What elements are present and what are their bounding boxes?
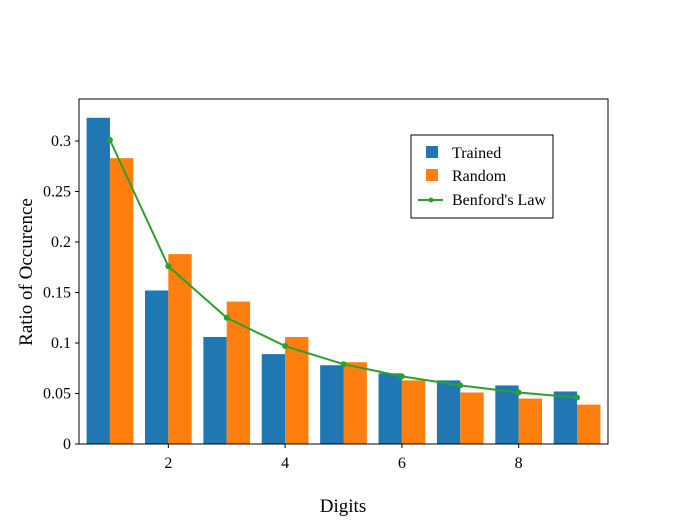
benford-point-9: [574, 394, 581, 401]
y-axis-label: Ratio of Occurence: [16, 198, 37, 346]
bar-random-9: [577, 404, 601, 444]
benford-point-4: [282, 343, 289, 350]
bar-random-5: [343, 362, 367, 444]
legend-swatch-trained: [426, 146, 438, 158]
bar-trained-8: [495, 385, 519, 444]
plot-frame: [78, 98, 609, 445]
benford-point-3: [223, 314, 230, 321]
bar-trained-6: [378, 373, 402, 444]
bar-trained-2: [144, 290, 169, 444]
y-tick-label: 0.1: [51, 335, 71, 352]
legend-marker-benford: [428, 197, 434, 203]
benford-point-5: [340, 361, 347, 368]
legend-label-benford: Benford's Law: [452, 192, 546, 209]
y-tick-label: 0.2: [51, 234, 71, 251]
benford-point-2: [165, 263, 172, 270]
bar-random-1: [109, 158, 134, 444]
y-tick-label: 0.15: [43, 285, 71, 302]
x-axis: 2 4 6 8: [164, 444, 523, 472]
bar-random-8: [518, 398, 543, 444]
legend-label-random: Random: [452, 168, 507, 185]
legend-swatch-random: [426, 169, 438, 181]
bar-trained-5: [320, 365, 344, 444]
y-tick-label: 0.25: [43, 184, 71, 201]
bar-random-6: [401, 380, 426, 444]
bar-random-3: [226, 301, 251, 444]
benford-point-8: [515, 389, 522, 396]
x-tick-label: 4: [281, 455, 289, 472]
y-tick-label: 0.3: [51, 133, 71, 150]
bar-random-4: [285, 336, 309, 444]
bar-trained-4: [261, 354, 286, 444]
x-tick-label: 6: [398, 455, 406, 472]
bar-trained-7: [436, 380, 461, 444]
benford-point-1: [106, 137, 113, 144]
bars-layer: [86, 117, 601, 444]
legend-label-trained: Trained: [452, 145, 501, 162]
x-tick-label: 2: [164, 455, 172, 472]
bar-trained-9: [553, 391, 578, 444]
legend: Trained Random Benford's Law: [410, 134, 554, 219]
x-tick-label: 8: [515, 455, 523, 472]
bar-trained-1: [86, 117, 110, 444]
y-tick-label: 0.05: [43, 386, 71, 403]
y-axis: 0 0.05 0.1 0.15 0.2 0.25 0.3: [43, 133, 79, 453]
x-axis-label: Digits: [320, 496, 366, 517]
bar-random-2: [168, 254, 192, 444]
benford-point-7: [457, 382, 464, 389]
bar-random-7: [460, 392, 484, 444]
benford-point-6: [398, 373, 405, 380]
benford-line-layer: [106, 137, 581, 401]
bar-trained-3: [203, 336, 227, 444]
y-tick-label: 0: [63, 436, 71, 453]
